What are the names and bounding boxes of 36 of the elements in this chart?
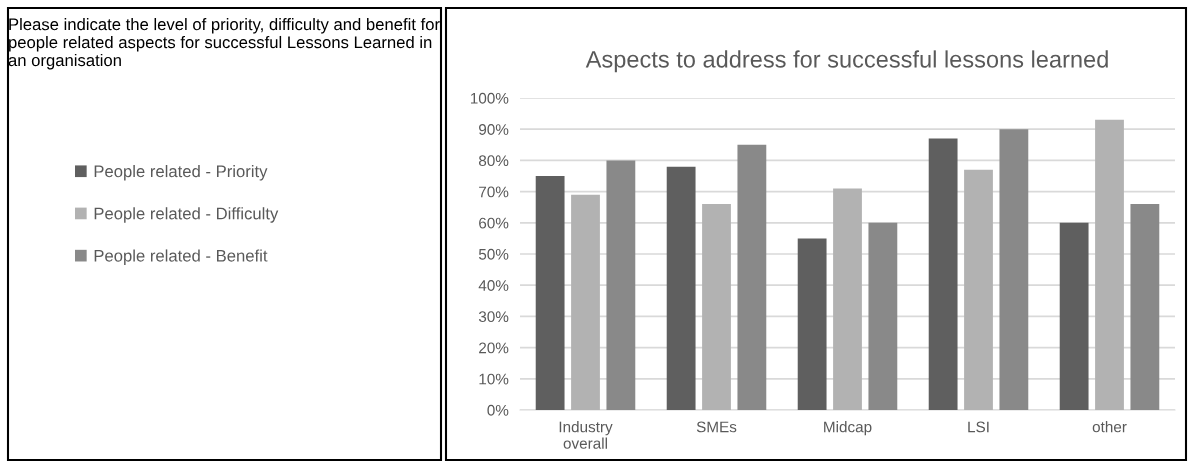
chart-title: Aspects to address for successful lessons learned: [585, 50, 1108, 73]
x-tick-label: other: [1092, 421, 1127, 433]
legend-label: People related - Difficulty: [94, 207, 279, 223]
x-tick-label: Industry overall: [559, 421, 613, 449]
bar: [737, 144, 767, 410]
y-tick-label: 20%: [479, 342, 509, 354]
y-tick-label: 80%: [478, 155, 509, 167]
bar: [1095, 119, 1124, 410]
bar: [964, 169, 993, 410]
y-tick-label: 40%: [478, 280, 509, 291]
bar: [666, 166, 696, 410]
bar: [702, 204, 731, 410]
y-tick-label: 70%: [479, 186, 509, 198]
bar: [868, 222, 898, 410]
bar: [833, 188, 862, 410]
bar: [797, 238, 827, 410]
y-tick-label: 90%: [479, 124, 509, 135]
y-tick-label: 0%: [487, 404, 509, 416]
y-tick-label: 30%: [478, 311, 509, 323]
bar: [999, 129, 1029, 410]
text: Please indicate the level of priority, difficulty and benefit for people related aspects for successful Lessons Learned in an organisation: [8, 18, 440, 70]
y-tick-label: 100%: [470, 92, 509, 104]
bar: [606, 160, 636, 410]
x-tick-label: SMEs: [696, 421, 737, 433]
y-tick-label: 60%: [479, 217, 509, 229]
y-tick-label: 50%: [478, 248, 509, 260]
x-tick-label: LSI: [968, 421, 989, 433]
bar: [571, 194, 600, 410]
y-tick-label: 10%: [479, 373, 509, 385]
x-tick-label: Midcap: [824, 421, 872, 436]
legend-label: People related - Benefit: [94, 249, 268, 265]
legend-label: People related - Priority: [94, 165, 268, 181]
bar: [535, 176, 565, 410]
bar: [1059, 222, 1089, 410]
bar: [928, 138, 958, 410]
bar: [1130, 204, 1160, 410]
